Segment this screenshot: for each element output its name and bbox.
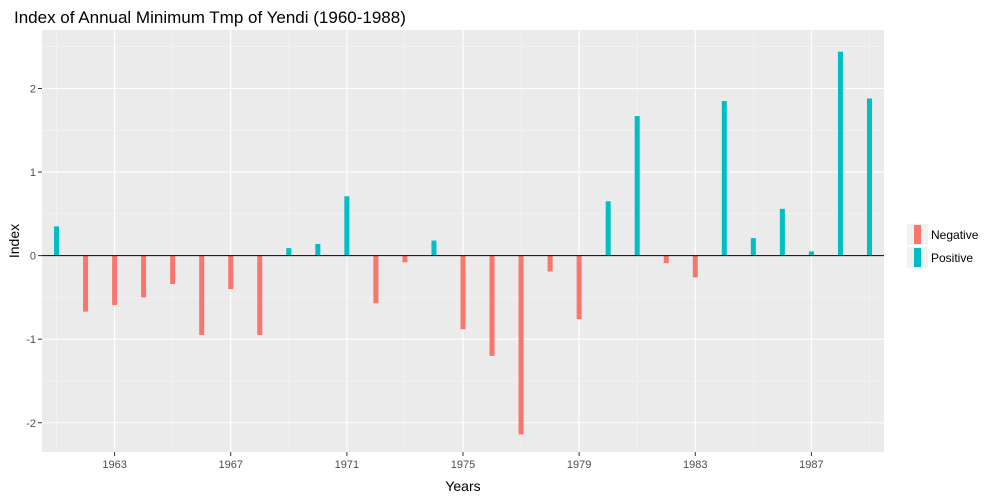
y-axis-title: Index [6,224,22,258]
bar-1979 [576,255,582,320]
y-tick-label: 0 [30,251,36,263]
bar-1984 [721,101,727,256]
legend-label-positive: Positive [931,251,973,265]
y-tick-label: -2 [26,418,36,430]
y-tick-label: 2 [30,83,36,95]
bar-1983 [692,255,698,278]
bar-1971 [344,196,350,256]
x-tick-label: 1987 [799,459,823,471]
bar-1980 [605,201,611,256]
legend: Negative Positive [907,224,979,268]
bar-1962 [83,255,89,312]
bar-1969 [286,248,292,256]
legend-key-negative [914,225,921,244]
bar-1963 [112,255,118,305]
y-tick-label: 1 [30,167,36,179]
bar-1961 [54,226,60,256]
bar-1986 [779,208,785,256]
x-tick-label: 1979 [567,459,591,471]
y-tick-label: -1 [26,334,36,346]
bar-1976 [489,255,495,356]
legend-key-positive [914,248,921,267]
bar-1973 [402,255,408,263]
major-gridlines [42,30,884,452]
bar-1967 [228,255,234,290]
bar-1988 [837,51,843,256]
bars [54,51,872,435]
x-tick-label: 1967 [218,459,242,471]
bar-1981 [634,116,640,256]
x-tick-label: 1963 [102,459,126,471]
x-tick-label: 1971 [335,459,359,471]
bar-1968 [257,255,263,336]
bar-1966 [199,255,205,336]
x-tick-label: 1975 [451,459,475,471]
bar-1964 [141,255,147,298]
bar-1987 [808,251,814,256]
y-axis: -2 -1 0 1 2 [26,83,42,430]
bar-1977 [518,255,524,435]
bar-1975 [460,255,466,330]
bar-1989 [866,98,872,256]
bar-1972 [373,255,379,304]
legend-label-negative: Negative [931,228,979,242]
bar-1982 [663,255,669,264]
chart-title: Index of Annual Minimum Tmp of Yendi (19… [14,8,406,27]
bar-1965 [170,255,176,285]
x-tick-label: 1983 [683,459,707,471]
bar-1978 [547,255,553,272]
x-axis: 1963 1967 1971 1975 1979 1983 1987 [102,452,824,471]
bar-1985 [750,238,756,256]
bar-1970 [315,243,321,256]
bar-1974 [431,240,437,256]
x-axis-title: Years [445,478,480,494]
